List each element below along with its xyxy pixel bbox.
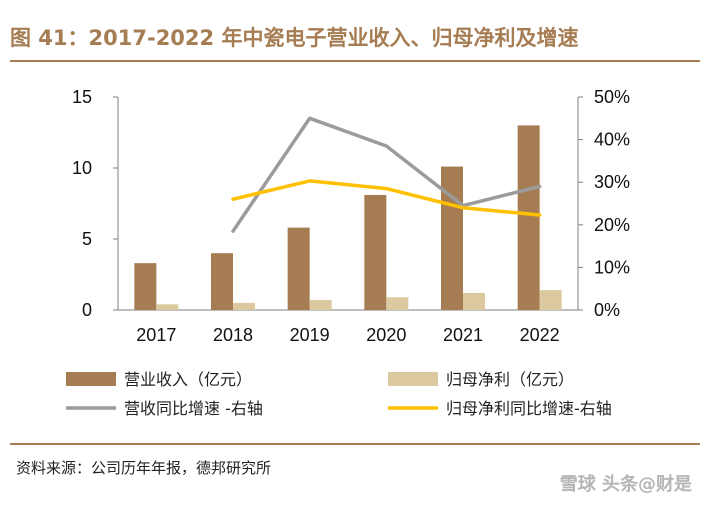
y-right-tick-labels: 0% 10% 20% 30% 40% 50%	[594, 87, 630, 320]
y-right-tick-label: 20%	[594, 215, 630, 235]
profit-bar	[309, 300, 332, 310]
revenue-bar	[134, 263, 157, 310]
y-right-tick-label: 40%	[594, 130, 630, 150]
revenue-bar	[441, 166, 463, 310]
y-right-tick-label: 10%	[594, 257, 630, 277]
top-divider	[10, 60, 700, 62]
revenue-bar	[287, 227, 310, 310]
y-right-tick-label: 30%	[594, 172, 630, 192]
legend-profit-label: 归母净利（亿元）	[446, 370, 574, 389]
x-tick-labels: 2017 2018 2019 2020 2021 2022	[136, 325, 559, 345]
y-right-tick-label: 0%	[594, 300, 620, 320]
profit-bar	[539, 290, 562, 310]
profit-bar	[386, 297, 409, 310]
y-left-tick-label: 15	[72, 87, 92, 107]
legend-revenue-label: 营业收入（亿元）	[124, 370, 252, 389]
watermark: 雪球 头条@财是	[559, 474, 692, 495]
x-tick-label: 2022	[520, 325, 560, 345]
y-left-tick-label: 5	[82, 229, 92, 249]
legend: 营业收入（亿元） 归母净利（亿元） 营收同比增速 -右轴 归母净利同比增速-右轴	[66, 370, 612, 418]
profit-bar	[156, 304, 179, 310]
x-tick-label: 2020	[366, 325, 406, 345]
revenue-bar	[211, 253, 233, 310]
y-left-tick-labels: 0 5 10 15	[72, 87, 92, 320]
chart-svg: 2017 2018 2019 2020 2021 2022 0 5 10 15 0% 10% 20%…	[66, 87, 630, 418]
axes	[113, 96, 583, 311]
bars	[134, 125, 562, 311]
y-left-tick-label: 0	[82, 300, 92, 320]
y-left-tick-label: 10	[72, 158, 92, 178]
profit-bar	[463, 292, 485, 310]
legend-revenue-growth-label: 营收同比增速 -右轴	[124, 399, 263, 418]
revenue-bar	[517, 125, 540, 311]
x-tick-label: 2018	[213, 325, 253, 345]
profit-bar	[233, 302, 255, 310]
y-right-tick-label: 50%	[594, 87, 630, 107]
source-note: 资料来源：公司历年年报，德邦研究所	[16, 459, 272, 477]
chart-title: 图 41：2017-2022 年中瓷电子营业收入、归母净利及增速	[10, 26, 579, 50]
revenue-bar	[364, 194, 387, 310]
legend-profit-growth-label: 归母净利同比增速-右轴	[446, 399, 612, 418]
legend-revenue-swatch	[66, 372, 116, 386]
growth-lines	[231, 116, 542, 233]
x-tick-label: 2021	[443, 325, 483, 345]
x-tick-label: 2017	[136, 325, 176, 345]
legend-profit-swatch	[388, 372, 438, 386]
x-tick-label: 2019	[290, 325, 330, 345]
bottom-divider	[10, 443, 700, 445]
revenue-growth-line	[231, 116, 542, 233]
profit-growth-line	[231, 179, 542, 217]
